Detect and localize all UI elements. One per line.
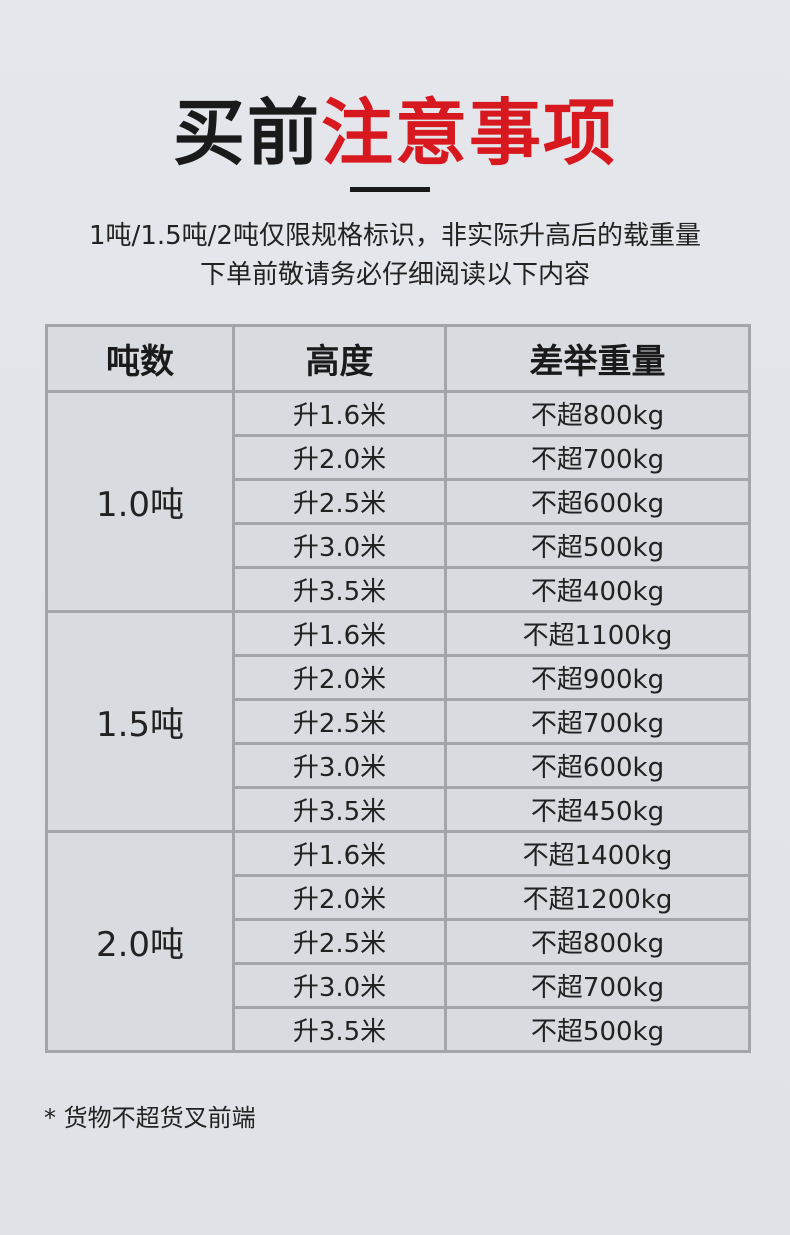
- load-cell: 不超1100kg: [444, 610, 751, 657]
- header-tonnage: 吨数: [45, 324, 235, 393]
- load-cell: 不超700kg: [444, 962, 751, 1009]
- load-cell: 不超500kg: [444, 522, 751, 569]
- table-row: 升2.0米 不超900kg: [47, 654, 751, 701]
- title-red: 注意事项: [321, 91, 618, 175]
- table-row: 升3.5米 不超400kg: [47, 566, 751, 613]
- load-cell: 不超600kg: [444, 478, 751, 525]
- table-row: 升3.0米 不超700kg: [47, 962, 751, 1009]
- height-cell: 升2.0米: [232, 654, 447, 701]
- load-cell: 不超400kg: [444, 566, 751, 613]
- load-cell: 不超700kg: [444, 698, 751, 745]
- table-row: 升3.0米 不超600kg: [47, 742, 751, 789]
- table-row: 升2.5米 不超600kg: [47, 478, 751, 525]
- table-row: 升3.0米 不超500kg: [47, 522, 751, 569]
- load-cell: 不超800kg: [444, 390, 751, 437]
- height-cell: 升3.5米: [232, 1006, 447, 1053]
- table-row: 1.0吨 升1.6米 不超800kg: [45, 390, 751, 613]
- title-black: 买前: [172, 91, 321, 175]
- table-row: 升2.5米 不超800kg: [47, 918, 751, 965]
- height-cell: 升1.6米: [232, 610, 447, 657]
- subtitle-line-2: 下单前敬请务必仔细阅读以下内容: [199, 260, 590, 290]
- footnote: * 货物不超货叉前端: [44, 1104, 256, 1132]
- load-cell: 不超1200kg: [444, 874, 751, 921]
- height-cell: 升3.0米: [232, 522, 447, 569]
- height-cell: 升2.0米: [232, 874, 447, 921]
- load-cell: 不超1400kg: [444, 830, 751, 877]
- height-cell: 升1.6米: [232, 390, 447, 437]
- table-row: 升2.0米 不超1200kg: [47, 874, 751, 921]
- header-load: 差举重量: [444, 324, 751, 393]
- load-cell: 不超500kg: [444, 1006, 751, 1053]
- tonnage-cell: 1.5吨: [45, 610, 235, 833]
- load-cell: 不超600kg: [444, 742, 751, 789]
- table-row: 2.0吨 升1.6米 不超1400kg: [45, 830, 751, 1053]
- table-row: 升3.5米 不超450kg: [47, 786, 751, 833]
- table-row: 1.5吨 升1.6米 不超1100kg: [45, 610, 751, 833]
- title-divider: [350, 187, 430, 192]
- table-row: 升2.0米 不超700kg: [47, 434, 751, 481]
- height-cell: 升2.5米: [232, 918, 447, 965]
- height-cell: 升2.0米: [232, 434, 447, 481]
- tonnage-cell: 2.0吨: [45, 830, 235, 1053]
- subtitle-line-1: 1吨/1.5吨/2吨仅限规格标识，非实际升高后的载重量: [89, 221, 701, 251]
- table-row: 升2.5米 不超700kg: [47, 698, 751, 745]
- height-cell: 升3.5米: [232, 566, 447, 613]
- header-height: 高度: [232, 324, 447, 393]
- page-title: 买前注意事项: [0, 88, 790, 178]
- height-cell: 升2.5米: [232, 478, 447, 525]
- load-cell: 不超450kg: [444, 786, 751, 833]
- height-cell: 升2.5米: [232, 698, 447, 745]
- height-cell: 升3.0米: [232, 742, 447, 789]
- table-header-row: 吨数 高度 差举重量: [45, 324, 751, 393]
- load-cell: 不超800kg: [444, 918, 751, 965]
- height-cell: 升3.0米: [232, 962, 447, 1009]
- load-cell: 不超900kg: [444, 654, 751, 701]
- load-capacity-table: 吨数 高度 差举重量 1.0吨 升1.6米 不超800kg 升2.0米 不超700kg 升…: [45, 324, 751, 1053]
- tonnage-cell: 1.0吨: [45, 390, 235, 613]
- height-cell: 升1.6米: [232, 830, 447, 877]
- height-cell: 升3.5米: [232, 786, 447, 833]
- load-cell: 不超700kg: [444, 434, 751, 481]
- table-row: 升3.5米 不超500kg: [47, 1006, 751, 1053]
